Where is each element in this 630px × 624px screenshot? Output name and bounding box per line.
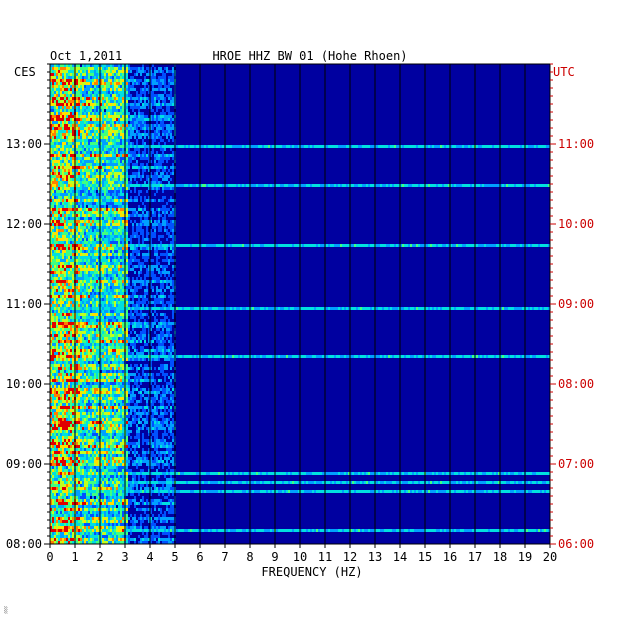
x-axis-ticks: 0 1 2 3 4 5 6 7 8 9 10 11 12 13 14 15 16 17 18 19 20 xyxy=(46,544,557,564)
x-axis-label: FREQUENCY (HZ) xyxy=(261,565,362,579)
x-tick-label: 17 xyxy=(468,550,482,564)
chart-title: HROE HHZ BW 01 (Hohe Rhoen) xyxy=(212,49,407,63)
x-tick-label: 3 xyxy=(121,550,128,564)
x-tick-label: 4 xyxy=(146,550,153,564)
x-tick-label: 6 xyxy=(196,550,203,564)
x-tick-label: 14 xyxy=(393,550,407,564)
x-tick-label: 13 xyxy=(368,550,382,564)
right-tick-label: 11:00 xyxy=(558,137,594,151)
left-tick-label: 09:00 xyxy=(6,457,42,471)
x-tick-label: 20 xyxy=(543,550,557,564)
right-axis-label: UTC xyxy=(553,65,575,79)
right-tick-label: 10:00 xyxy=(558,217,594,231)
x-tick-label: 1 xyxy=(71,550,78,564)
spectrogram-cells xyxy=(50,64,550,544)
left-tick-label: 08:00 xyxy=(6,537,42,551)
right-tick-label: 08:00 xyxy=(558,377,594,391)
footnote-mark: ░ xyxy=(4,606,8,614)
x-tick-label: 9 xyxy=(271,550,278,564)
left-axis-label: CES xyxy=(14,65,36,79)
x-tick-label: 5 xyxy=(171,550,178,564)
x-tick-label: 19 xyxy=(518,550,532,564)
x-tick-label: 7 xyxy=(221,550,228,564)
x-tick-label: 10 xyxy=(293,550,307,564)
x-tick-label: 8 xyxy=(246,550,253,564)
x-tick-label: 0 xyxy=(46,550,53,564)
right-tick-label: 09:00 xyxy=(558,297,594,311)
right-axis-ticks: 11:00 10:00 09:00 08:00 07:00 06:00 xyxy=(550,63,594,551)
x-tick-label: 12 xyxy=(343,550,357,564)
grid-lines xyxy=(49,63,551,545)
left-tick-label: 10:00 xyxy=(6,377,42,391)
left-axis-ticks: 13:00 12:00 11:00 10:00 09:00 08:00 xyxy=(6,63,50,551)
x-tick-label: 15 xyxy=(418,550,432,564)
left-tick-label: 11:00 xyxy=(6,297,42,311)
x-tick-label: 18 xyxy=(493,550,507,564)
left-tick-label: 12:00 xyxy=(6,217,42,231)
x-tick-label: 16 xyxy=(443,550,457,564)
right-tick-label: 06:00 xyxy=(558,537,594,551)
right-tick-label: 07:00 xyxy=(558,457,594,471)
chart-date: Oct 1,2011 xyxy=(50,49,122,63)
x-tick-label: 2 xyxy=(96,550,103,564)
x-tick-label: 11 xyxy=(318,550,332,564)
left-tick-label: 13:00 xyxy=(6,137,42,151)
